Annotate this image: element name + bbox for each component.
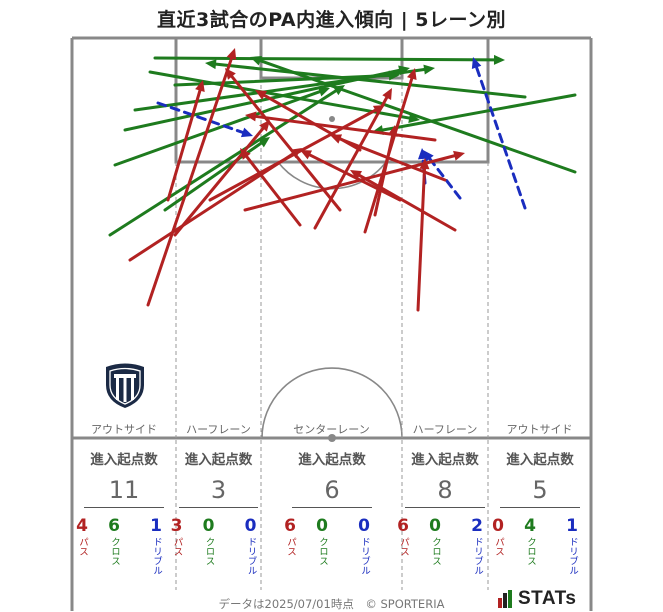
stat-title: 進入起点数 bbox=[184, 452, 253, 468]
cross-label: クロス bbox=[317, 537, 328, 566]
pass-count: 0 bbox=[492, 516, 504, 536]
cross-label: クロス bbox=[203, 537, 215, 566]
pass-arrow bbox=[350, 170, 457, 232]
lane-label-outside-left: アウトサイド bbox=[91, 423, 157, 436]
dribble-arrow bbox=[156, 101, 253, 138]
center-spot bbox=[328, 434, 336, 442]
cross-count: 0 bbox=[429, 516, 441, 536]
brand-logo: STATs bbox=[498, 588, 576, 610]
lane-label-outside-right: アウトサイド bbox=[506, 423, 573, 436]
brand-mark-icon bbox=[498, 590, 512, 608]
dribble-count: 1 bbox=[150, 516, 162, 536]
dribble-count: 0 bbox=[358, 516, 370, 536]
cross-count: 6 bbox=[108, 516, 120, 536]
pass-label: パス bbox=[398, 537, 409, 556]
penalty-area bbox=[174, 36, 490, 164]
pass-count: 3 bbox=[170, 516, 183, 536]
pass-label: パス bbox=[285, 537, 296, 556]
dribble-label: ドリブル bbox=[359, 537, 370, 575]
pass-arrow bbox=[208, 105, 385, 202]
lane-stat-4: 進入起点数 5 0 パス 4 クロス 1 ドリブル bbox=[492, 448, 580, 575]
dribble-arrow bbox=[471, 57, 527, 210]
pass-arrow bbox=[300, 150, 402, 202]
cross-arrow bbox=[205, 59, 527, 99]
dribble-arrow bbox=[423, 150, 462, 200]
dribble-count: 2 bbox=[471, 516, 483, 536]
lane-label-halfspace-left: ハーフレーン bbox=[186, 423, 251, 436]
pass-arrow bbox=[416, 158, 430, 312]
stat-total: 11 bbox=[84, 476, 164, 508]
cross-count: 4 bbox=[524, 516, 536, 536]
lane-label-halfspace-right: ハーフレーン bbox=[412, 423, 478, 436]
pass-count: 4 bbox=[76, 516, 88, 536]
dribble-label: ドリブル bbox=[472, 537, 483, 575]
stat-total: 6 bbox=[292, 476, 372, 508]
pass-label: パス bbox=[171, 537, 183, 556]
lane-stat-0: 進入起点数 11 4 パス 6 クロス 1 ドリブル bbox=[76, 448, 164, 575]
cross-label: クロス bbox=[430, 537, 441, 566]
cross-arrow bbox=[163, 137, 270, 212]
dribble-label: ドリブル bbox=[245, 537, 257, 575]
stat-total: 5 bbox=[500, 476, 580, 508]
stat-title: 進入起点数 bbox=[411, 452, 479, 468]
stat-title: 進入起点数 bbox=[506, 452, 574, 468]
penalty-spot bbox=[329, 116, 335, 122]
footer-note: データは2025/07/01時点 © SPORTERIA bbox=[218, 597, 445, 611]
stat-total: 8 bbox=[405, 476, 485, 508]
cross-count: 0 bbox=[316, 516, 328, 536]
pass-arrow bbox=[255, 90, 362, 152]
page-title: 直近3試合のPA内進入傾向 | 5レーン別 bbox=[156, 9, 507, 31]
cross-arrow bbox=[153, 54, 505, 65]
lane-stat-3: 進入起点数 8 6 パス 0 クロス 2 ドリブル bbox=[397, 448, 485, 575]
pass-arrow bbox=[313, 88, 392, 230]
pass-label: パス bbox=[493, 537, 504, 556]
entry-arrows bbox=[108, 48, 577, 312]
pass-label: パス bbox=[77, 537, 88, 556]
cross-label: クロス bbox=[109, 537, 120, 566]
pass-count: 6 bbox=[397, 516, 409, 536]
pass-arrow bbox=[166, 80, 205, 202]
dribble-count: 0 bbox=[244, 516, 257, 536]
cross-label: クロス bbox=[525, 537, 536, 566]
pass-arrow bbox=[245, 111, 437, 142]
pass-arrow bbox=[240, 148, 302, 227]
center-circle bbox=[261, 367, 403, 439]
brand-name: STATs bbox=[518, 588, 577, 609]
dribble-count: 1 bbox=[566, 516, 578, 536]
stat-total: 3 bbox=[179, 476, 258, 508]
pass-count: 6 bbox=[284, 516, 296, 536]
dribble-label: ドリブル bbox=[567, 537, 578, 575]
cross-arrow bbox=[173, 70, 400, 87]
lane-label-center: センターレーン bbox=[293, 423, 370, 436]
stat-title: 進入起点数 bbox=[298, 452, 366, 468]
pass-arrow bbox=[146, 48, 237, 307]
dribble-label: ドリブル bbox=[151, 537, 162, 575]
pass-arrow bbox=[173, 120, 270, 237]
cross-count: 0 bbox=[202, 516, 215, 536]
stat-title: 進入起点数 bbox=[90, 452, 158, 468]
cross-arrow bbox=[113, 87, 330, 167]
pass-arrow bbox=[225, 68, 342, 212]
team-crest-icon bbox=[106, 363, 144, 408]
lane-stat-2: 進入起点数 6 6 パス 0 クロス 0 ドリブル bbox=[284, 448, 372, 575]
lane-stat-1: 進入起点数 3 3 パス 0 クロス 0 ドリブル bbox=[171, 448, 258, 575]
